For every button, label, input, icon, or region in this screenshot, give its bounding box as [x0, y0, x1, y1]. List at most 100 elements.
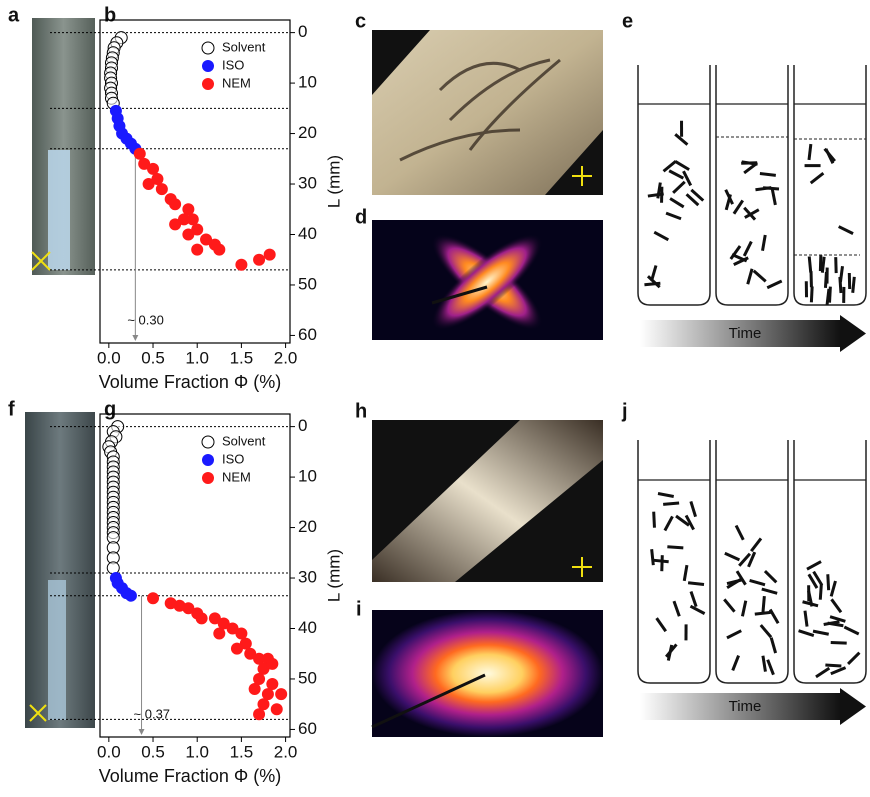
rod: [654, 232, 668, 240]
y-tick-label: 60: [298, 719, 317, 738]
panel-label: g: [104, 398, 116, 420]
legend-marker: [202, 60, 214, 72]
time-arrow-head: [840, 315, 866, 352]
rod: [844, 627, 858, 634]
panel-label: a: [8, 4, 20, 26]
panel-label: d: [355, 206, 367, 228]
y-axis-label: L (mm): [324, 155, 343, 208]
photo-a-sample: [48, 150, 70, 270]
legend-label: Solvent: [222, 433, 266, 448]
rod: [691, 501, 696, 516]
rod: [727, 580, 743, 584]
rod: [809, 144, 811, 160]
data-point: [182, 228, 194, 240]
legend-marker: [202, 454, 214, 466]
rod: [668, 645, 671, 661]
rod: [768, 660, 774, 675]
y-tick-label: 50: [298, 274, 317, 293]
rod: [691, 591, 696, 606]
photo-f-sample: [48, 580, 66, 720]
panel-label: i: [356, 598, 362, 620]
x-tick-label: 1.0: [185, 348, 209, 367]
rod: [831, 642, 847, 643]
rod: [822, 257, 824, 273]
rod: [765, 571, 776, 582]
data-point: [249, 683, 261, 695]
rod: [840, 277, 841, 293]
x-tick-label: 1.5: [230, 348, 254, 367]
y-tick-label: 20: [298, 517, 317, 536]
test-tube: [794, 440, 866, 683]
x-tick-label: 2.0: [274, 742, 298, 761]
panel-label: e: [622, 10, 633, 32]
x-tick-label: 1.0: [185, 742, 209, 761]
data-point: [235, 259, 247, 271]
annotation: ~ 0.30: [127, 312, 164, 327]
data-point: [213, 244, 225, 256]
rod: [853, 277, 855, 293]
rod: [670, 199, 684, 207]
rod: [805, 611, 807, 627]
rod: [767, 281, 781, 288]
data-point: [107, 562, 119, 574]
rod: [755, 612, 771, 614]
rod: [825, 665, 841, 666]
data-point: [191, 244, 203, 256]
time-arrow-head: [840, 688, 866, 725]
threshold-arrow: [132, 335, 138, 341]
x-tick-label: 0.5: [141, 348, 165, 367]
rod: [666, 213, 681, 219]
legend-marker: [202, 436, 214, 448]
legend-label: NEM: [222, 75, 251, 90]
data-point: [147, 592, 159, 604]
rod: [811, 286, 812, 302]
rod: [772, 189, 775, 205]
legend-marker: [202, 472, 214, 484]
saxs-i: [372, 610, 603, 737]
data-point: [169, 218, 181, 230]
rod: [751, 538, 761, 551]
rod: [848, 653, 859, 664]
x-tick-label: 1.5: [230, 742, 254, 761]
rod: [761, 625, 771, 637]
rod: [675, 161, 689, 169]
rod: [733, 656, 739, 671]
x-axis-label: Volume Fraction Φ (%): [99, 766, 281, 786]
y-tick-label: 10: [298, 73, 317, 92]
rod: [742, 601, 745, 617]
rod: [750, 580, 765, 584]
rod: [658, 183, 661, 199]
legend-label: Solvent: [222, 39, 266, 54]
rod: [727, 631, 741, 638]
time-label: Time: [729, 698, 762, 715]
rod: [652, 549, 654, 565]
x-tick-label: 2.0: [274, 348, 298, 367]
x-tick-label: 0.5: [141, 742, 165, 761]
rod: [669, 171, 683, 178]
rod: [799, 631, 814, 636]
rod: [690, 606, 704, 613]
data-point: [275, 688, 287, 700]
test-tube: [638, 65, 710, 305]
y-tick-label: 30: [298, 174, 317, 193]
y-tick-label: 0: [298, 22, 307, 41]
rod: [763, 188, 779, 189]
rod: [813, 631, 829, 634]
rod: [811, 173, 824, 183]
panel-label: c: [355, 10, 366, 32]
rod: [744, 242, 751, 256]
rod: [770, 609, 778, 623]
time-label: Time: [729, 325, 762, 342]
rod: [667, 547, 683, 548]
rod: [734, 200, 743, 213]
plot-frame: [100, 20, 290, 343]
rod: [748, 269, 752, 284]
rod: [688, 583, 704, 585]
rod: [662, 555, 663, 571]
rod: [760, 174, 776, 176]
y-tick-label: 30: [298, 568, 317, 587]
y-tick-label: 0: [298, 416, 307, 435]
rod: [809, 256, 811, 272]
data-point: [125, 590, 137, 602]
